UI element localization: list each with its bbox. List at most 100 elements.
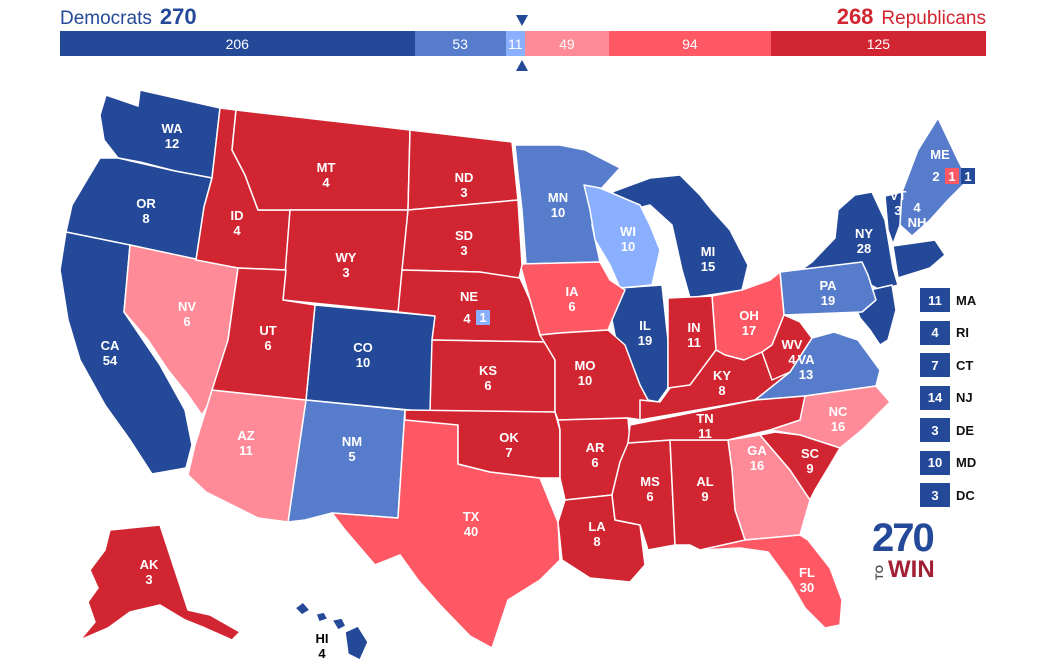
state-fl[interactable] [689,534,843,629]
me-statewide-box[interactable] [929,168,943,184]
label-va: VA 13 [797,352,815,382]
label-nm: NM 5 [342,434,362,464]
label-co: CO 10 [353,340,373,370]
majority-marker-bottom-icon [516,60,528,71]
label-al: AL 9 [696,474,713,504]
tally-segment: 11 [505,31,525,56]
small-state-row-ma[interactable]: 11 MA [920,288,976,312]
label-sd: SD 3 [455,228,473,258]
state-ca[interactable] [59,231,193,475]
small-state-abbr: RI [956,325,969,340]
label-nv: NV 6 [178,299,196,329]
label-fl: FL 30 [799,565,815,595]
label-wy: WY 3 [336,250,357,280]
republicans-label: Republicans [881,8,986,29]
small-state-ev[interactable]: 3 [920,418,950,442]
tally-segment: 49 [524,31,610,56]
label-id: ID 4 [231,208,244,238]
small-state-ev[interactable]: 10 [920,450,950,475]
state-tn[interactable] [627,395,806,444]
label-ne-abbr: NE [460,289,478,304]
label-nd: ND 3 [455,170,474,200]
label-me-cd2: 1 [948,169,955,184]
label-ky: KY 8 [713,368,731,398]
state-labels: WA 12 OR 8 CA 54 NV 6 ID 4 MT 4 WY 3 UT 6 AZ 11 C… [101,121,972,661]
label-ak: AK 3 [140,557,159,587]
label-nc: NC 16 [829,404,848,434]
republicans-total: 268 [836,4,874,29]
label-vt: VT 3 [890,188,907,218]
label-in: IN 11 [687,320,701,350]
small-state-abbr: DC [956,487,975,503]
state-vt[interactable] [884,191,903,245]
republicans-header: 268 Republicans [837,4,986,30]
state-wi[interactable] [583,184,661,289]
label-ga: GA 16 [747,443,767,473]
state-nm[interactable] [287,399,406,523]
small-state-ev[interactable]: 3 [920,483,950,507]
tally-segment: 206 [60,31,415,56]
label-wi: WI 10 [620,224,636,254]
small-state-abbr: MA [956,292,977,308]
state-ak[interactable] [79,524,241,641]
state-ky[interactable] [639,349,791,421]
small-state-row-ri[interactable]: 4 RI [920,320,969,345]
small-state-ev[interactable]: 4 [920,320,950,345]
democrats-label: Democrats [60,8,152,29]
label-az: AZ 11 [237,428,254,458]
label-pa: PA 19 [819,278,837,308]
state-in[interactable] [667,295,717,389]
tally-segment: 125 [770,31,986,56]
small-state-row-nj[interactable]: 14 NJ [920,385,973,410]
label-ca: CA 54 [101,338,120,368]
state-new-england[interactable] [892,239,946,279]
label-ut: UT 6 [259,323,276,353]
label-ne-cd2: 1 [479,310,486,325]
logo-to: TO [874,564,886,580]
small-state-ev[interactable]: 14 [920,385,950,410]
label-mt: MT 4 [317,160,336,190]
small-state-abbr: DE [956,422,975,438]
democrats-header: Democrats 270 [60,4,197,30]
tally-segment: 53 [414,31,506,56]
me-cd2-box[interactable] [945,168,959,184]
state-mi[interactable] [611,174,749,299]
small-state-ev[interactable]: 7 [920,353,950,377]
label-ok: OK 7 [499,430,519,460]
label-tx: TX 40 [463,509,480,539]
small-state-row-ct[interactable]: 7 CT [920,353,973,377]
state-az[interactable] [187,389,307,523]
small-state-abbr: NJ [956,390,973,405]
state-hi[interactable] [294,601,369,661]
majority-marker-top-icon [516,15,528,26]
label-ar: AR 6 [586,440,605,470]
label-ny: NY 28 [855,226,873,256]
label-nh: 4 NH [908,200,927,230]
state-al[interactable] [669,439,746,551]
label-ia: IA 6 [566,284,580,314]
state-ut[interactable] [211,267,316,401]
small-state-row-dc[interactable]: 3 DC [920,483,975,507]
small-state-row-md[interactable]: 10 MD [920,450,976,475]
label-oh: OH 17 [739,308,759,338]
ne-cd2-box[interactable] [476,310,490,325]
label-ne-ev: 4 [463,311,471,326]
label-or: OR 8 [136,196,156,226]
label-wv: WV 4 [782,337,803,367]
small-state-row-de[interactable]: 3 DE [920,418,974,442]
label-me-cd1: 1 [964,169,971,184]
small-state-ev[interactable]: 11 [920,288,950,312]
label-wa: WA 12 [162,121,184,151]
me-cd1-box[interactable] [961,168,975,184]
state-sc[interactable] [759,431,841,501]
state-co[interactable] [305,304,436,413]
small-state-abbr: CT [956,357,974,373]
label-me-statewide: 2 [932,169,939,184]
logo-number: 270 [872,516,935,560]
label-mi: MI 15 [701,244,715,274]
270towin-logo: 270 TO WIN [872,516,947,583]
tally-segment: 94 [609,31,771,56]
state-wv[interactable] [761,314,813,381]
label-la: LA 8 [588,519,606,549]
